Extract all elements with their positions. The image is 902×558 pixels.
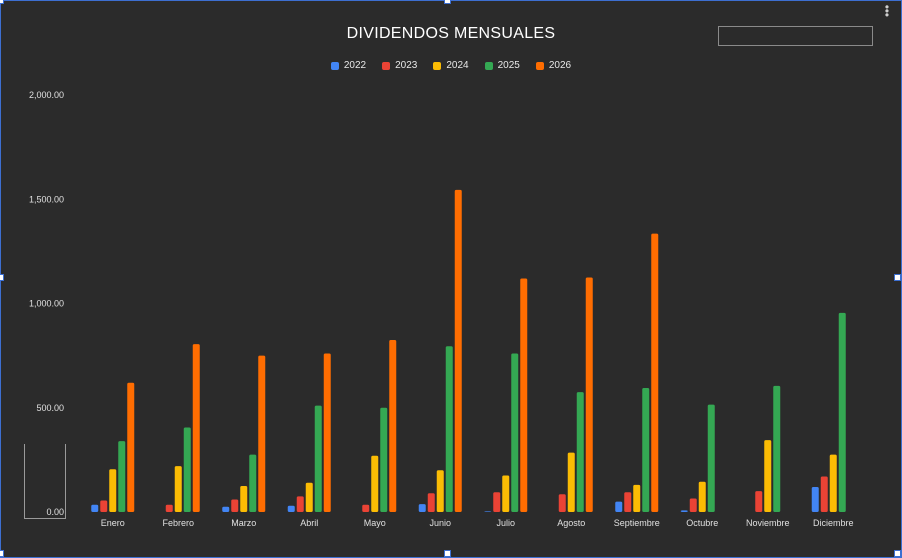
resize-handle-bottom-right[interactable] (894, 550, 901, 557)
bar-2023-septiembre[interactable] (624, 492, 632, 512)
resize-handle-bottom[interactable] (444, 550, 451, 557)
bar-2024-febrero[interactable] (174, 466, 182, 512)
bar-2023-abril[interactable] (296, 496, 304, 512)
bar-2023-enero[interactable] (100, 500, 108, 512)
x-tick-label: Agosto (557, 518, 585, 528)
y-tick-label: 1,000.00 (29, 299, 64, 309)
bar-2024-noviembre[interactable] (764, 440, 772, 512)
bar-2026-junio[interactable] (454, 189, 462, 512)
bar-2025-abril[interactable] (314, 405, 322, 512)
legend-item-1[interactable]: 2023 (382, 60, 417, 71)
resize-handle-top-left[interactable] (0, 0, 4, 4)
bar-2026-mayo[interactable] (389, 339, 397, 512)
x-tick-label: Septiembre (614, 518, 660, 528)
legend-label: 2026 (548, 60, 572, 71)
bar-2024-abril[interactable] (305, 482, 313, 512)
bar-2024-agosto[interactable] (567, 452, 575, 512)
bar-2024-junio[interactable] (436, 470, 444, 512)
bar-2022-marzo[interactable] (222, 506, 230, 512)
resize-handle-right[interactable] (894, 274, 901, 281)
x-tick-label: Mayo (364, 518, 386, 528)
bar-2025-agosto[interactable] (576, 392, 584, 512)
bar-2022-enero[interactable] (91, 504, 99, 512)
legend-swatch (535, 61, 544, 70)
bar-2026-enero[interactable] (127, 382, 135, 512)
x-tick-label: Febrero (162, 518, 194, 528)
bar-2026-abril[interactable] (323, 353, 331, 512)
y-tick-label: 500.00 (36, 403, 64, 413)
bar-2022-diciembre[interactable] (811, 486, 819, 512)
bar-2024-marzo[interactable] (240, 485, 248, 512)
legend-label: 2022 (343, 60, 367, 71)
bar-2025-octubre[interactable] (707, 404, 715, 512)
bar-2026-marzo[interactable] (258, 355, 266, 512)
bar-2026-septiembre[interactable] (651, 233, 659, 512)
bar-2023-marzo[interactable] (231, 499, 239, 512)
legend-swatch (330, 61, 339, 70)
x-tick-label: Octubre (686, 518, 718, 528)
selection-bracket (24, 444, 66, 519)
bar-2025-mayo[interactable] (380, 407, 388, 512)
x-tick-label: Marzo (231, 518, 256, 528)
more-options-icon[interactable]: • • • (884, 0, 890, 22)
legend-swatch (484, 61, 493, 70)
bar-2025-marzo[interactable] (249, 454, 257, 512)
legend-label: 2023 (395, 60, 418, 71)
legend-label: 2024 (446, 60, 469, 71)
bar-2026-febrero[interactable] (192, 344, 200, 512)
bar-2024-julio[interactable] (502, 475, 510, 512)
y-tick-label: 2,000.00 (29, 90, 64, 100)
bar-2024-octubre[interactable] (698, 481, 706, 512)
legend-swatch (433, 61, 442, 70)
resize-handle-bottom-left[interactable] (0, 550, 4, 557)
bar-2026-agosto[interactable] (585, 277, 593, 512)
x-tick-label: Julio (496, 518, 515, 528)
bar-2026-julio[interactable] (520, 278, 528, 512)
bar-2022-junio[interactable] (418, 504, 426, 512)
bar-2024-septiembre[interactable] (633, 484, 641, 512)
bar-2023-junio[interactable] (427, 493, 435, 512)
resize-handle-left[interactable] (0, 274, 4, 281)
bar-2024-diciembre[interactable] (829, 454, 837, 512)
bar-2025-enero[interactable] (118, 441, 126, 512)
x-tick-label: Diciembre (813, 518, 854, 528)
bar-2022-octubre[interactable] (680, 510, 688, 512)
x-tick-label: Enero (101, 518, 125, 528)
bar-2022-septiembre[interactable] (615, 501, 623, 512)
bar-2023-febrero[interactable] (165, 504, 173, 512)
bar-2025-noviembre[interactable] (773, 385, 781, 512)
bar-2025-julio[interactable] (511, 353, 519, 512)
legend-item-0[interactable]: 2022 (330, 60, 367, 71)
bar-2023-julio[interactable] (493, 492, 501, 512)
chart-title: DIVIDENDOS MENSUALES (346, 25, 556, 42)
filter-box[interactable] (718, 26, 873, 46)
x-tick-label: Abril (300, 518, 318, 528)
bar-2022-julio[interactable] (484, 511, 492, 512)
chart-legend: 2022 2023 2024 2025 2026 (0, 60, 902, 71)
resize-handle-top[interactable] (444, 0, 451, 4)
bar-2022-abril[interactable] (287, 505, 295, 512)
bar-2025-junio[interactable] (445, 346, 453, 512)
y-tick-label: 1,500.00 (29, 194, 64, 204)
bar-2025-febrero[interactable] (183, 427, 191, 512)
bar-2025-septiembre[interactable] (642, 387, 650, 512)
legend-swatch (382, 61, 391, 70)
x-tick-label: Noviembre (746, 518, 790, 528)
bar-2023-noviembre[interactable] (755, 491, 763, 512)
legend-item-2[interactable]: 2024 (433, 60, 469, 71)
bar-2024-enero[interactable] (109, 469, 117, 512)
bar-2023-octubre[interactable] (689, 498, 697, 512)
bar-2023-agosto[interactable] (558, 494, 566, 512)
bar-2023-diciembre[interactable] (820, 476, 828, 512)
bar-2023-mayo[interactable] (362, 504, 370, 512)
bar-2025-diciembre[interactable] (838, 312, 846, 512)
bar-2024-mayo[interactable] (371, 455, 379, 512)
legend-label: 2025 (497, 60, 520, 71)
legend-item-3[interactable]: 2025 (484, 60, 520, 71)
y-tick-label: 0.00 (46, 507, 64, 517)
x-tick-label: Junio (429, 518, 451, 528)
legend-item-4[interactable]: 2026 (535, 60, 572, 71)
